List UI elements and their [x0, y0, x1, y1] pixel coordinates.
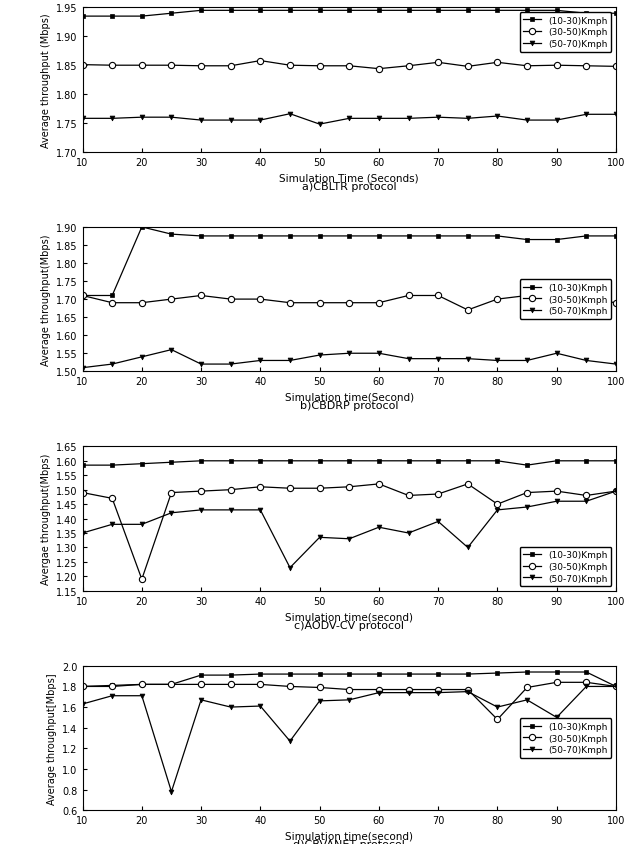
Y-axis label: Average throughput[Mbps]: Average throughput[Mbps] [47, 673, 57, 803]
Legend: (10-30)Kmph, (30-50)Kmph, (50-70)Kmph: (10-30)Kmph, (30-50)Kmph, (50-70)Kmph [519, 547, 612, 587]
Legend: (10-30)Kmph, (30-50)Kmph, (50-70)Kmph: (10-30)Kmph, (30-50)Kmph, (50-70)Kmph [519, 718, 612, 758]
Y-axis label: Average throughput(Mbps): Average throughput(Mbps) [41, 234, 51, 365]
X-axis label: Simulation Time (Seconds): Simulation Time (Seconds) [279, 173, 419, 183]
Y-axis label: Average throughput (Mbps): Average throughput (Mbps) [41, 14, 51, 148]
Text: a)CBLTR protocol: a)CBLTR protocol [302, 181, 397, 192]
X-axis label: Simulation time(second): Simulation time(second) [285, 830, 413, 841]
X-axis label: Simulation time(Second): Simulation time(Second) [284, 392, 414, 403]
Text: d)CBVANET protocol: d)CBVANET protocol [293, 839, 405, 844]
Text: b)CBDRP protocol: b)CBDRP protocol [300, 401, 399, 411]
Text: c)AODV-CV protocol: c)AODV-CV protocol [294, 619, 404, 630]
Y-axis label: Avergae throughput(Mbps): Avergae throughput(Mbps) [41, 453, 51, 585]
Legend: (10-30)Kmph, (30-50)Kmph, (50-70)Kmph: (10-30)Kmph, (30-50)Kmph, (50-70)Kmph [519, 280, 612, 320]
Legend: (10-30)Kmph, (30-50)Kmph, (50-70)Kmph: (10-30)Kmph, (30-50)Kmph, (50-70)Kmph [519, 13, 612, 52]
X-axis label: Simulation time(second): Simulation time(second) [285, 611, 413, 621]
